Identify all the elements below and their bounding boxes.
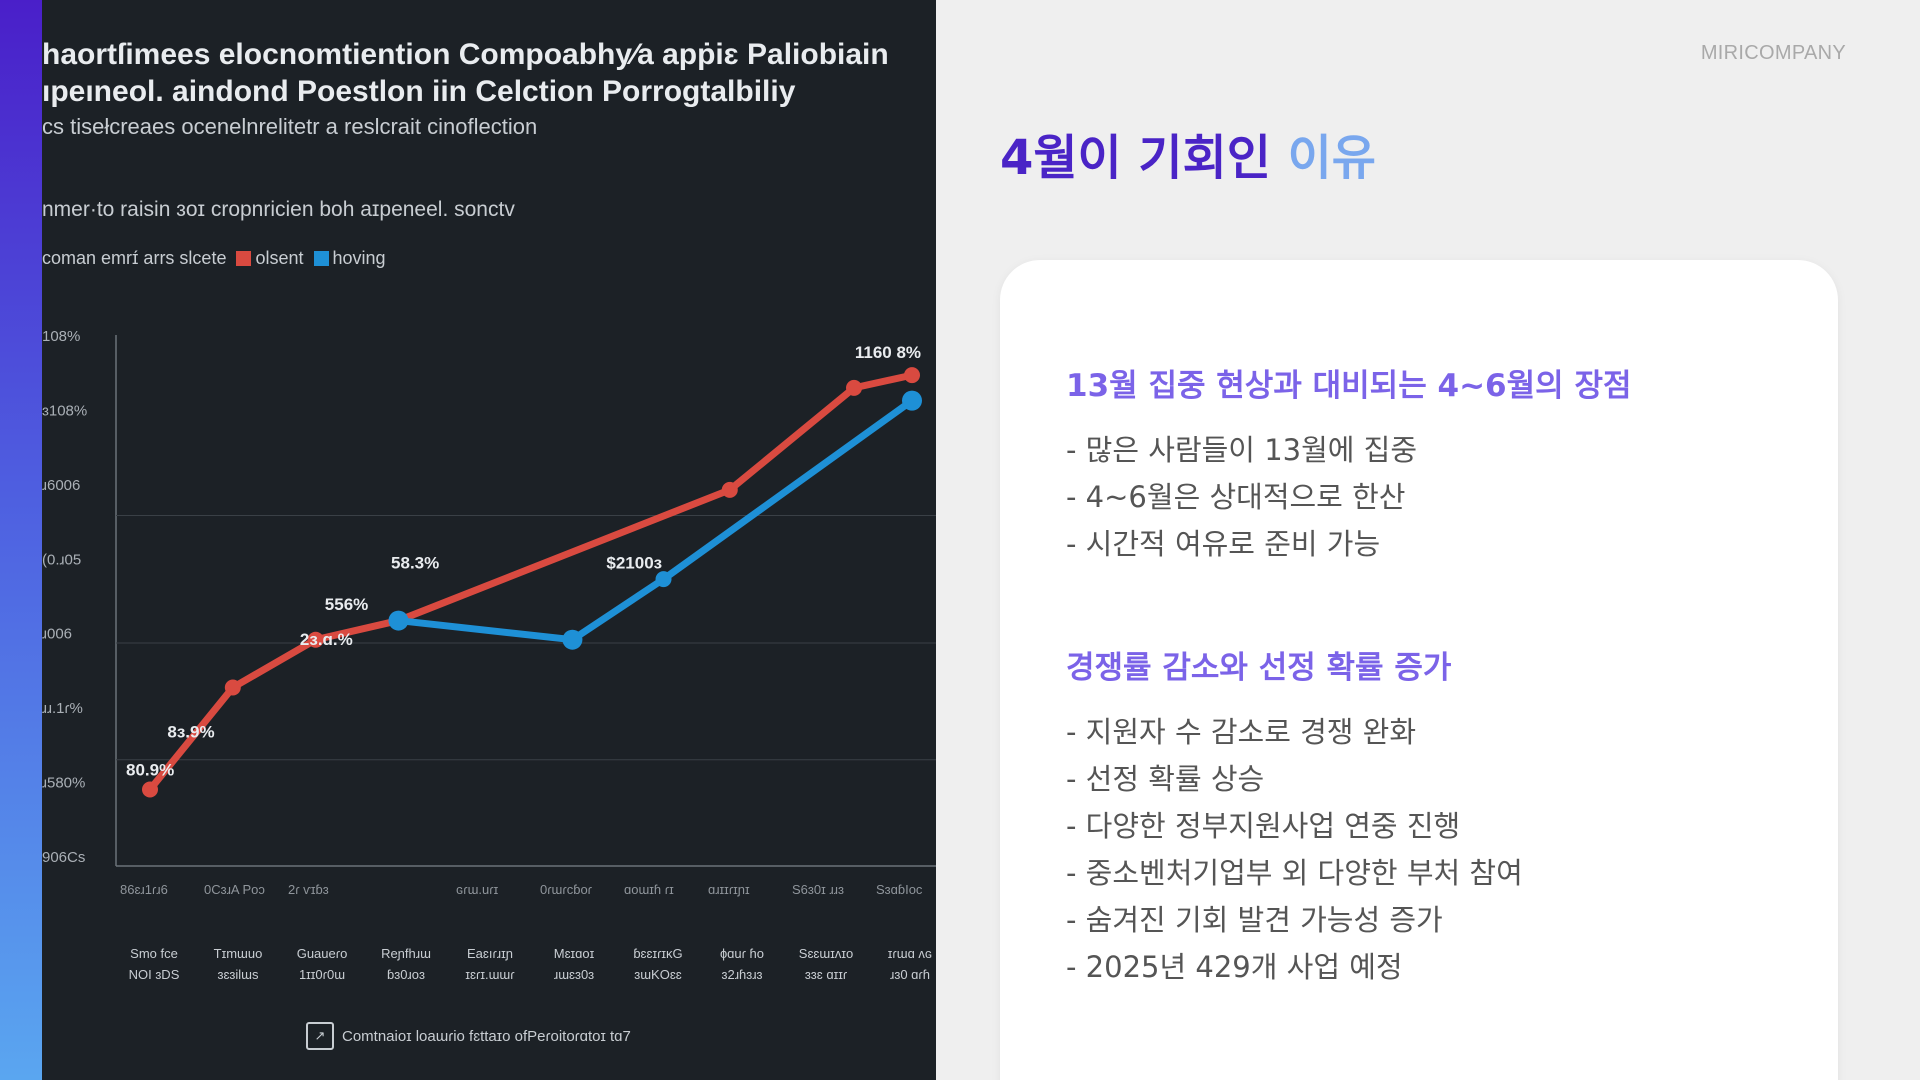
list-item: - 중소벤처기업부 외 다양한 부처 참여 <box>1066 856 1523 890</box>
x-category-label: ɜ2ɹɦɜɹɜ <box>722 967 763 982</box>
y-tick-label: (0.ɹ05 <box>42 551 81 568</box>
data-label: 1160 8% <box>855 343 921 362</box>
x-category-label: Smo fce <box>130 946 178 961</box>
x-category-label: ɜɛɜilɯs <box>218 967 259 982</box>
data-label: 58.3% <box>391 553 439 572</box>
x-tick-label: ɑoɯɪɦ ɾɪ <box>624 882 674 897</box>
page-title-accent: 이유 <box>1287 130 1376 186</box>
x-tick-label: ɢɾɯ.uɾɪ <box>456 882 499 897</box>
x-category-label: ɓɛɛɪɾɪκG <box>633 946 682 961</box>
data-label: 8ɜ.9% <box>167 722 214 741</box>
x-category-label: ɜɜɛ ɑɪɪɾ <box>805 967 848 982</box>
line-chart: 108% ɜ108% ɹ6006 (0.ɹ05 ɹ006 ɹɹ.1ɾ% ɹ580% 906Cs… <box>42 328 936 982</box>
x-category-label: Mɛɪɑoɪ <box>554 946 595 961</box>
data-label: 2ɜ.ɑ.% <box>300 630 353 649</box>
y-tick-label: 108% <box>42 328 80 345</box>
data-point <box>904 367 920 384</box>
data-label: 556% <box>325 595 368 614</box>
legend-item-series1: olsent <box>236 248 304 269</box>
y-tick-label: 906Cs <box>42 849 85 866</box>
chart-note: nmer·to raisin ɜoɪ cropnricien boh aɪpen… <box>42 198 515 221</box>
x-tick-label: S6ɜ0ɪ ɹɹɜ <box>792 882 844 897</box>
x-tick-label: SɜɑɓIoc <box>876 882 923 897</box>
data-point <box>388 610 409 631</box>
x-tick-label: 0CɜɹA Poɔ <box>204 882 265 897</box>
series-line-2 <box>394 397 916 644</box>
x-category-label: Sɛɛɯɪʌɪo <box>799 946 853 961</box>
page-title: 4월이 기회인 이유 <box>1000 128 1376 188</box>
x-tick-label: ɑɹɪɪɾɪɲɪ <box>708 882 750 897</box>
page-title-main: 4월이 기회인 <box>1000 130 1288 186</box>
data-point <box>224 679 241 696</box>
section-advantages: 13월 집중 현상과 대비되는 4~6월의 장점 - 많은 사람들이 13월에 … <box>1066 360 1632 568</box>
y-tick-label: ɜ108% <box>42 402 87 419</box>
x-tick-label: 86ɛɹ1ɾɹ6 <box>120 882 168 897</box>
list-item: - 숨겨진 기회 발견 가능성 증가 <box>1066 903 1443 937</box>
section-heading: 13월 집중 현상과 대비되는 4~6월의 장점 <box>1066 368 1632 404</box>
x-tick-label: 0ɾɯɾcɓoɾ <box>540 882 593 897</box>
series-line-1 <box>146 371 916 793</box>
y-tick-label: ɹɹ.1ɾ% <box>42 700 83 717</box>
brand-logo: MIRICOMPANY <box>1700 42 1846 64</box>
chart-footer: ↗ Comtnaioɪ loaɯɾio fɛttaɪo ofPeɾoitoɾɑt… <box>306 1022 631 1050</box>
list-item: - 지원자 수 감소로 경쟁 완화 <box>1066 715 1417 749</box>
chart-title-line2: ıpeıneol. aindond Poestlon iin Celction … <box>42 75 796 108</box>
x-category-label: ɓɜ0ɹoɜ <box>387 967 425 982</box>
x-category-label: Reɲfhɹɯ <box>381 946 431 961</box>
chart-subtitle: cs tisełcreaes ocenelnrelitetr a reslcra… <box>42 114 538 139</box>
data-point <box>846 379 863 396</box>
x-category-label: Eaɛıɾɹɪɲ <box>467 946 513 961</box>
chart-legend: coman emrɪ́ arrs slcete olsent hoving <box>42 248 386 269</box>
chart-image: haortſimees elocnomtiention Compoabhy⁄a … <box>42 0 936 1080</box>
accent-bar <box>0 0 42 1080</box>
list-item: - 많은 사람들이 13월에 집중 <box>1066 433 1418 467</box>
chart-icon: ↗ <box>306 1022 334 1050</box>
chart-title: haortſimees elocnomtiention Compoabhy⁄a … <box>42 36 922 110</box>
legend-item-series2: hoving <box>313 248 386 269</box>
y-tick-label: ɹ6006 <box>42 477 80 494</box>
data-point <box>655 571 672 588</box>
x-category-label: ɹɯɛɜ0ɜ <box>554 967 594 982</box>
data-point <box>562 629 583 650</box>
list-item: - 4~6월은 상대적으로 한산 <box>1066 480 1406 514</box>
content-card: 13월 집중 현상과 대비되는 4~6월의 장점 - 많은 사람들이 13월에 … <box>1000 260 1838 1080</box>
x-category-label: 1ɪɪ0ɾ0ɯ <box>299 967 345 982</box>
section-competition: 경쟁률 감소와 선정 확률 증가 - 지원자 수 감소로 경쟁 완화 - 선정 … <box>1066 642 1523 991</box>
x-category-label: Tɪmɯuo <box>214 946 263 961</box>
section-heading: 경쟁률 감소와 선정 확률 증가 <box>1066 650 1452 686</box>
y-tick-label: ɹ580% <box>42 775 85 792</box>
x-category-label: ɹɜ0 ɑɾɦ <box>890 967 930 982</box>
data-label: 80.9% <box>126 761 174 780</box>
list-item: - 다양한 정부지원사업 연중 진행 <box>1066 809 1461 843</box>
x-category-label: ɜɯKOɛɛ <box>634 967 682 982</box>
list-item: - 선정 확률 상승 <box>1066 762 1265 796</box>
data-point <box>142 781 158 798</box>
data-point <box>721 481 738 498</box>
y-tick-label: ɹ006 <box>42 626 72 643</box>
x-tick-label: 2ɾ ⱱɪɓɜ <box>288 882 329 897</box>
data-point <box>307 631 324 648</box>
x-category-label: ɸɑuɾ ɦo <box>720 946 764 961</box>
data-label: $2100ɜ <box>606 553 662 572</box>
chart-title-line1: haortſimees elocnomtiention Compoabhy⁄a … <box>42 38 889 71</box>
x-category-label: ɪɛɾɪ.ɯɯɾ <box>465 967 515 982</box>
x-category-label: ɪɾɯɑ ʌɢ <box>888 946 932 961</box>
list-item: - 시간적 여유로 준비 가능 <box>1066 527 1381 561</box>
x-category-label: Guaueɾo <box>297 946 348 961</box>
legend-label: coman emrɪ́ arrs slcete <box>42 248 227 268</box>
data-point <box>902 390 922 411</box>
x-category-label: NOI ɜDS <box>129 967 180 982</box>
list-item: - 2025년 429개 사업 예정 <box>1066 950 1403 984</box>
